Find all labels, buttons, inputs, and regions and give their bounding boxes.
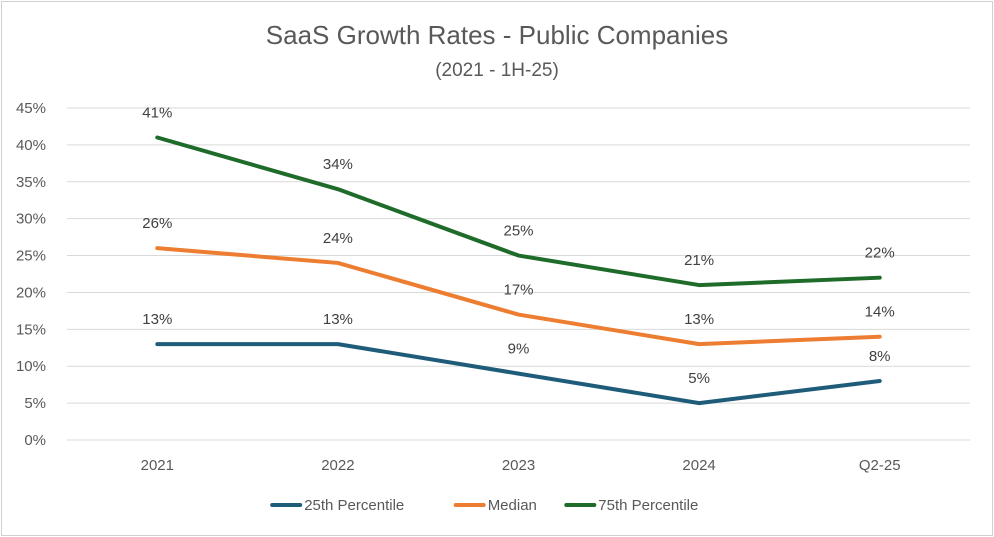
y-tick-label: 45% xyxy=(16,100,46,117)
legend-label: 75th Percentile xyxy=(598,497,698,514)
data-label: 9% xyxy=(508,341,530,358)
y-axis-ticks: 0% 5% 10% 15% 20% 25% 30% 35% 40% 45% xyxy=(16,100,46,449)
y-tick-label: 15% xyxy=(16,321,46,338)
x-tick-label: 2023 xyxy=(502,457,535,474)
data-label: 17% xyxy=(503,282,533,299)
data-label: 13% xyxy=(142,311,172,328)
data-label: 13% xyxy=(684,311,714,328)
y-tick-label: 5% xyxy=(24,395,46,412)
data-label: 24% xyxy=(323,230,353,247)
x-tick-label: 2021 xyxy=(141,457,174,474)
data-label: 14% xyxy=(865,304,895,321)
y-tick-label: 25% xyxy=(16,248,46,265)
data-label: 34% xyxy=(323,156,353,173)
data-label: 25% xyxy=(503,223,533,240)
legend: 25th Percentile Median 75th Percentile xyxy=(270,497,698,514)
data-label: 21% xyxy=(684,252,714,269)
data-labels: 13% 13% 9% 5% 8% 26% 24% 17% 13% 14% 41% 34% 25% 21% 2… xyxy=(142,105,894,388)
x-tick-label: Q2-25 xyxy=(859,457,901,474)
legend-item-median[interactable]: Median xyxy=(453,497,537,514)
x-axis-ticks: 2021 2022 2023 2024 Q2-25 xyxy=(141,457,901,474)
data-label: 41% xyxy=(142,105,172,122)
x-tick-label: 2022 xyxy=(321,457,354,474)
data-label: 5% xyxy=(688,370,710,387)
data-label: 8% xyxy=(869,348,891,365)
y-tick-label: 35% xyxy=(16,174,46,191)
legend-item-75th-percentile[interactable]: 75th Percentile xyxy=(564,497,698,514)
series-line-25th-percentile xyxy=(155,342,882,406)
series-line-75th-percentile xyxy=(155,135,882,288)
legend-item-25th-percentile[interactable]: 25th Percentile xyxy=(270,497,404,514)
data-label: 22% xyxy=(865,245,895,262)
data-label: 26% xyxy=(142,215,172,232)
y-tick-label: 0% xyxy=(24,432,46,449)
chart-title: SaaS Growth Rates - Public Companies xyxy=(266,20,728,50)
y-tick-label: 30% xyxy=(16,211,46,228)
gridlines xyxy=(67,107,970,441)
y-tick-label: 20% xyxy=(16,284,46,301)
y-tick-label: 10% xyxy=(16,358,46,375)
series-lines xyxy=(155,135,882,406)
data-label: 13% xyxy=(323,311,353,328)
series-line-median xyxy=(155,246,882,347)
legend-label: Median xyxy=(488,497,537,514)
chart-subtitle: (2021 - 1H-25) xyxy=(435,60,559,81)
x-tick-label: 2024 xyxy=(682,457,715,474)
legend-label: 25th Percentile xyxy=(304,497,404,514)
y-tick-label: 40% xyxy=(16,137,46,154)
